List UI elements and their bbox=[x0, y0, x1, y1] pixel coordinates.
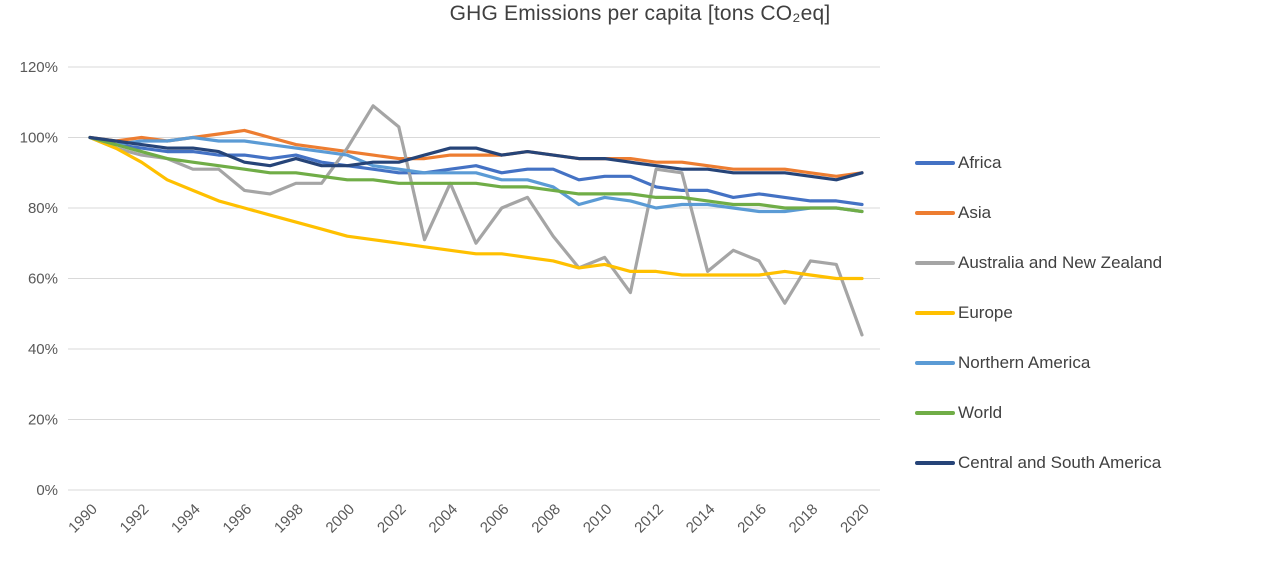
legend-label: Africa bbox=[958, 153, 1002, 172]
x-axis-label: 2012 bbox=[631, 501, 667, 537]
series-line-central-and-south-america bbox=[88, 135, 864, 182]
legend-item: Northern America bbox=[915, 338, 1280, 388]
legend-swatch bbox=[915, 311, 955, 315]
series-line-asia bbox=[88, 128, 864, 178]
legend-item: World bbox=[915, 388, 1280, 438]
legend-label: World bbox=[958, 403, 1003, 422]
series-line-australia-and-new-zealand bbox=[88, 104, 864, 337]
legend-item: Asia bbox=[915, 188, 1280, 238]
x-axis-label: 1996 bbox=[220, 501, 256, 537]
x-axis-label: 1992 bbox=[117, 501, 153, 537]
y-axis-label: 100% bbox=[20, 130, 58, 147]
legend-label: Asia bbox=[958, 203, 992, 222]
legend-item: Europe bbox=[915, 288, 1280, 338]
x-axis-label: 2008 bbox=[528, 501, 564, 537]
series-line-europe bbox=[88, 135, 864, 281]
x-axis-label: 2000 bbox=[323, 501, 359, 537]
x-axis-label: 1990 bbox=[65, 501, 101, 537]
series-line-northern-america bbox=[88, 135, 864, 214]
legend-label: Northern America bbox=[958, 353, 1091, 372]
y-axis-label: 120% bbox=[20, 59, 58, 76]
legend-label: Australia and New Zealand bbox=[958, 253, 1163, 272]
x-axis-label: 2016 bbox=[734, 501, 770, 537]
legend-swatch bbox=[915, 161, 955, 165]
series-line-world bbox=[88, 135, 864, 214]
legend-item: Australia and New Zealand bbox=[915, 238, 1280, 288]
x-axis-label: 2020 bbox=[837, 501, 873, 537]
x-axis-label: 2004 bbox=[426, 501, 462, 537]
legend-item: Africa bbox=[915, 138, 1280, 188]
x-axis-label: 1998 bbox=[271, 501, 307, 537]
series-line-africa bbox=[88, 135, 864, 207]
chart-title: GHG Emissions per capita [tons CO₂eq] bbox=[449, 2, 831, 25]
legend-swatch bbox=[915, 461, 955, 465]
x-axis-label: 2010 bbox=[580, 501, 616, 537]
legend-swatch bbox=[915, 261, 955, 265]
x-axis-label: 2018 bbox=[786, 501, 822, 537]
legend-swatch bbox=[915, 361, 955, 365]
x-axis-label: 1994 bbox=[168, 501, 204, 537]
x-axis-label: 2002 bbox=[374, 501, 410, 537]
x-axis-label: 2006 bbox=[477, 501, 513, 537]
y-axis-label: 20% bbox=[28, 412, 58, 429]
y-axis-label: 40% bbox=[28, 341, 58, 358]
y-axis-label: 60% bbox=[28, 271, 58, 288]
legend-swatch bbox=[915, 411, 955, 415]
legend-swatch bbox=[915, 211, 955, 215]
legend-item: Central and South America bbox=[915, 438, 1280, 488]
legend-label: Central and South America bbox=[958, 453, 1162, 472]
x-axis-label: 2014 bbox=[683, 501, 719, 537]
plot-area: 0% 20% 40% 60% 80% 100% 120% 1990 1992 1994 1996 19… bbox=[20, 59, 880, 537]
legend: Africa Asia Australia and New Zealand Europ… bbox=[915, 138, 1280, 488]
legend-label: Europe bbox=[958, 303, 1013, 322]
y-axis-label: 0% bbox=[36, 482, 58, 499]
y-axis-label: 80% bbox=[28, 200, 58, 217]
